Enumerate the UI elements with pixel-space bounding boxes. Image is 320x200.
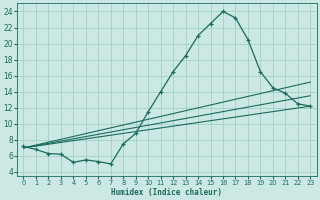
X-axis label: Humidex (Indice chaleur): Humidex (Indice chaleur): [111, 188, 222, 197]
